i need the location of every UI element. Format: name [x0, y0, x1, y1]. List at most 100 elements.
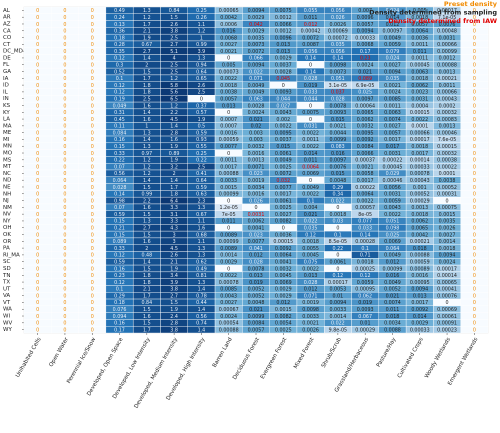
cell-value: 0.076: [113, 307, 127, 313]
cell-value: 0.013: [276, 42, 290, 48]
cell-value: 1.3: [143, 144, 151, 150]
cell-value: 0: [36, 205, 39, 211]
row-label: MN: [3, 144, 12, 150]
cell-value: 0.0021: [357, 164, 374, 170]
cell-value: 1.9: [170, 266, 178, 272]
cell-value: 0.014: [304, 151, 318, 157]
cell-value: 0.0037: [275, 137, 292, 143]
cell-value: 0.0026: [329, 22, 346, 28]
cell-value: 0: [473, 63, 476, 69]
cell-value: 2: [145, 246, 148, 252]
cell-value: 1.7: [143, 76, 151, 82]
cell-value: 0.0024: [220, 314, 237, 320]
cell-value: 0.0018: [411, 76, 428, 82]
cell-value: 1.1: [198, 22, 206, 28]
cell-value: 0.049: [113, 103, 127, 109]
cell-value: 0: [63, 117, 66, 123]
cell-value: 1.8: [143, 90, 151, 96]
cell-value: 0.29: [114, 293, 125, 299]
cell-value: 3.1: [170, 212, 178, 218]
cell-value: 0.029: [386, 171, 400, 177]
cell-value: 0: [36, 273, 39, 279]
cell-value: 0: [36, 42, 39, 48]
cell-value: 0.013: [276, 49, 290, 55]
cell-value: 0.035: [386, 76, 400, 82]
cell-value: 0.0014: [439, 239, 456, 245]
cell-value: 0.0025: [275, 164, 292, 170]
cell-value: 0.019: [249, 280, 263, 286]
cell-value: 5.6: [170, 90, 178, 96]
cell-value: 0.14: [114, 192, 125, 198]
column-label: Emergent Wetlands: [447, 337, 479, 387]
column-label: Evergreen Forest: [260, 336, 289, 380]
cell-value: 0: [91, 253, 94, 259]
cell-value: 0.0016: [248, 192, 265, 198]
cell-value: 2.5: [170, 63, 178, 69]
cell-value: 0.018: [413, 246, 427, 252]
cell-value: 1.9: [198, 117, 206, 123]
cell-value: 0.0018: [302, 239, 319, 245]
cell-value: 0: [282, 226, 285, 232]
cell-value: 0.00029: [410, 198, 430, 204]
cell-value: 0.0092: [275, 246, 292, 252]
cell-value: 0.33: [114, 246, 125, 252]
cell-value: 0.00099: [383, 266, 403, 272]
row-label: CT: [3, 42, 11, 48]
cell-value: 0.0075: [275, 8, 292, 14]
row-label: ID: [3, 83, 9, 89]
cell-value: 0.0075: [302, 110, 319, 116]
row-label: VT: [3, 300, 11, 306]
cell-value: 2.4: [170, 314, 178, 320]
cell-value: 0.12: [114, 90, 125, 96]
cell-value: 0.18: [114, 300, 125, 306]
cell-value: 0: [473, 287, 476, 293]
row-label: VA: [3, 293, 10, 299]
cell-value: 1.9: [170, 144, 178, 150]
cell-value: 0.035: [304, 226, 318, 232]
legend-entry: Density determined from sampling: [369, 9, 497, 17]
cell-value: 0: [473, 130, 476, 136]
cell-value: 1.3: [198, 56, 206, 62]
cell-value: 0: [63, 246, 66, 252]
cell-value: 0: [473, 266, 476, 272]
cell-value: 0.025: [386, 232, 400, 238]
cell-value: 1.8: [143, 273, 151, 279]
cell-value: 0: [91, 205, 94, 211]
cell-value: 0: [473, 69, 476, 75]
cell-value: 0.52: [114, 69, 125, 75]
cell-value: 0.22: [114, 158, 125, 164]
cell-value: 0: [36, 76, 39, 82]
cell-value: 3.9: [198, 49, 206, 55]
cell-value: 0.0043: [220, 293, 237, 299]
cell-value: 0: [91, 280, 94, 286]
cell-value: 0: [36, 124, 39, 130]
cell-value: 0.0095: [357, 130, 374, 136]
cell-value: 0.0022: [357, 198, 374, 204]
cell-value: 0.0029: [220, 259, 237, 265]
cell-value: 0.0033: [220, 178, 237, 184]
cell-value: 0.0085: [384, 96, 401, 102]
cell-value: 0: [63, 178, 66, 184]
cell-value: 0: [63, 239, 66, 245]
cell-value: 0.0018: [411, 144, 428, 150]
cell-value: 0.001: [413, 185, 427, 191]
cell-value: 0.23: [360, 56, 371, 62]
cell-value: 0: [63, 300, 66, 306]
cell-value: 0.35: [114, 49, 125, 55]
cell-value: 0: [473, 158, 476, 164]
cell-value: 0.0019: [248, 178, 265, 184]
cell-value: 0: [227, 56, 230, 62]
cell-value: 0: [36, 212, 39, 218]
cell-value: 0: [36, 314, 39, 320]
cell-value: 0: [36, 69, 39, 75]
cell-value: 0.00088: [410, 253, 430, 259]
cell-value: 0: [91, 103, 94, 109]
cell-value: 0.0036: [411, 35, 428, 41]
cell-value: 0.74: [196, 321, 207, 327]
cell-value: 0.67: [141, 42, 152, 48]
cell-value: 1.4: [170, 178, 178, 184]
cell-value: 0.0096: [275, 35, 292, 41]
cell-value: 0.89: [169, 151, 180, 157]
cell-value: 0: [63, 205, 66, 211]
cell-value: 1.5: [143, 307, 151, 313]
